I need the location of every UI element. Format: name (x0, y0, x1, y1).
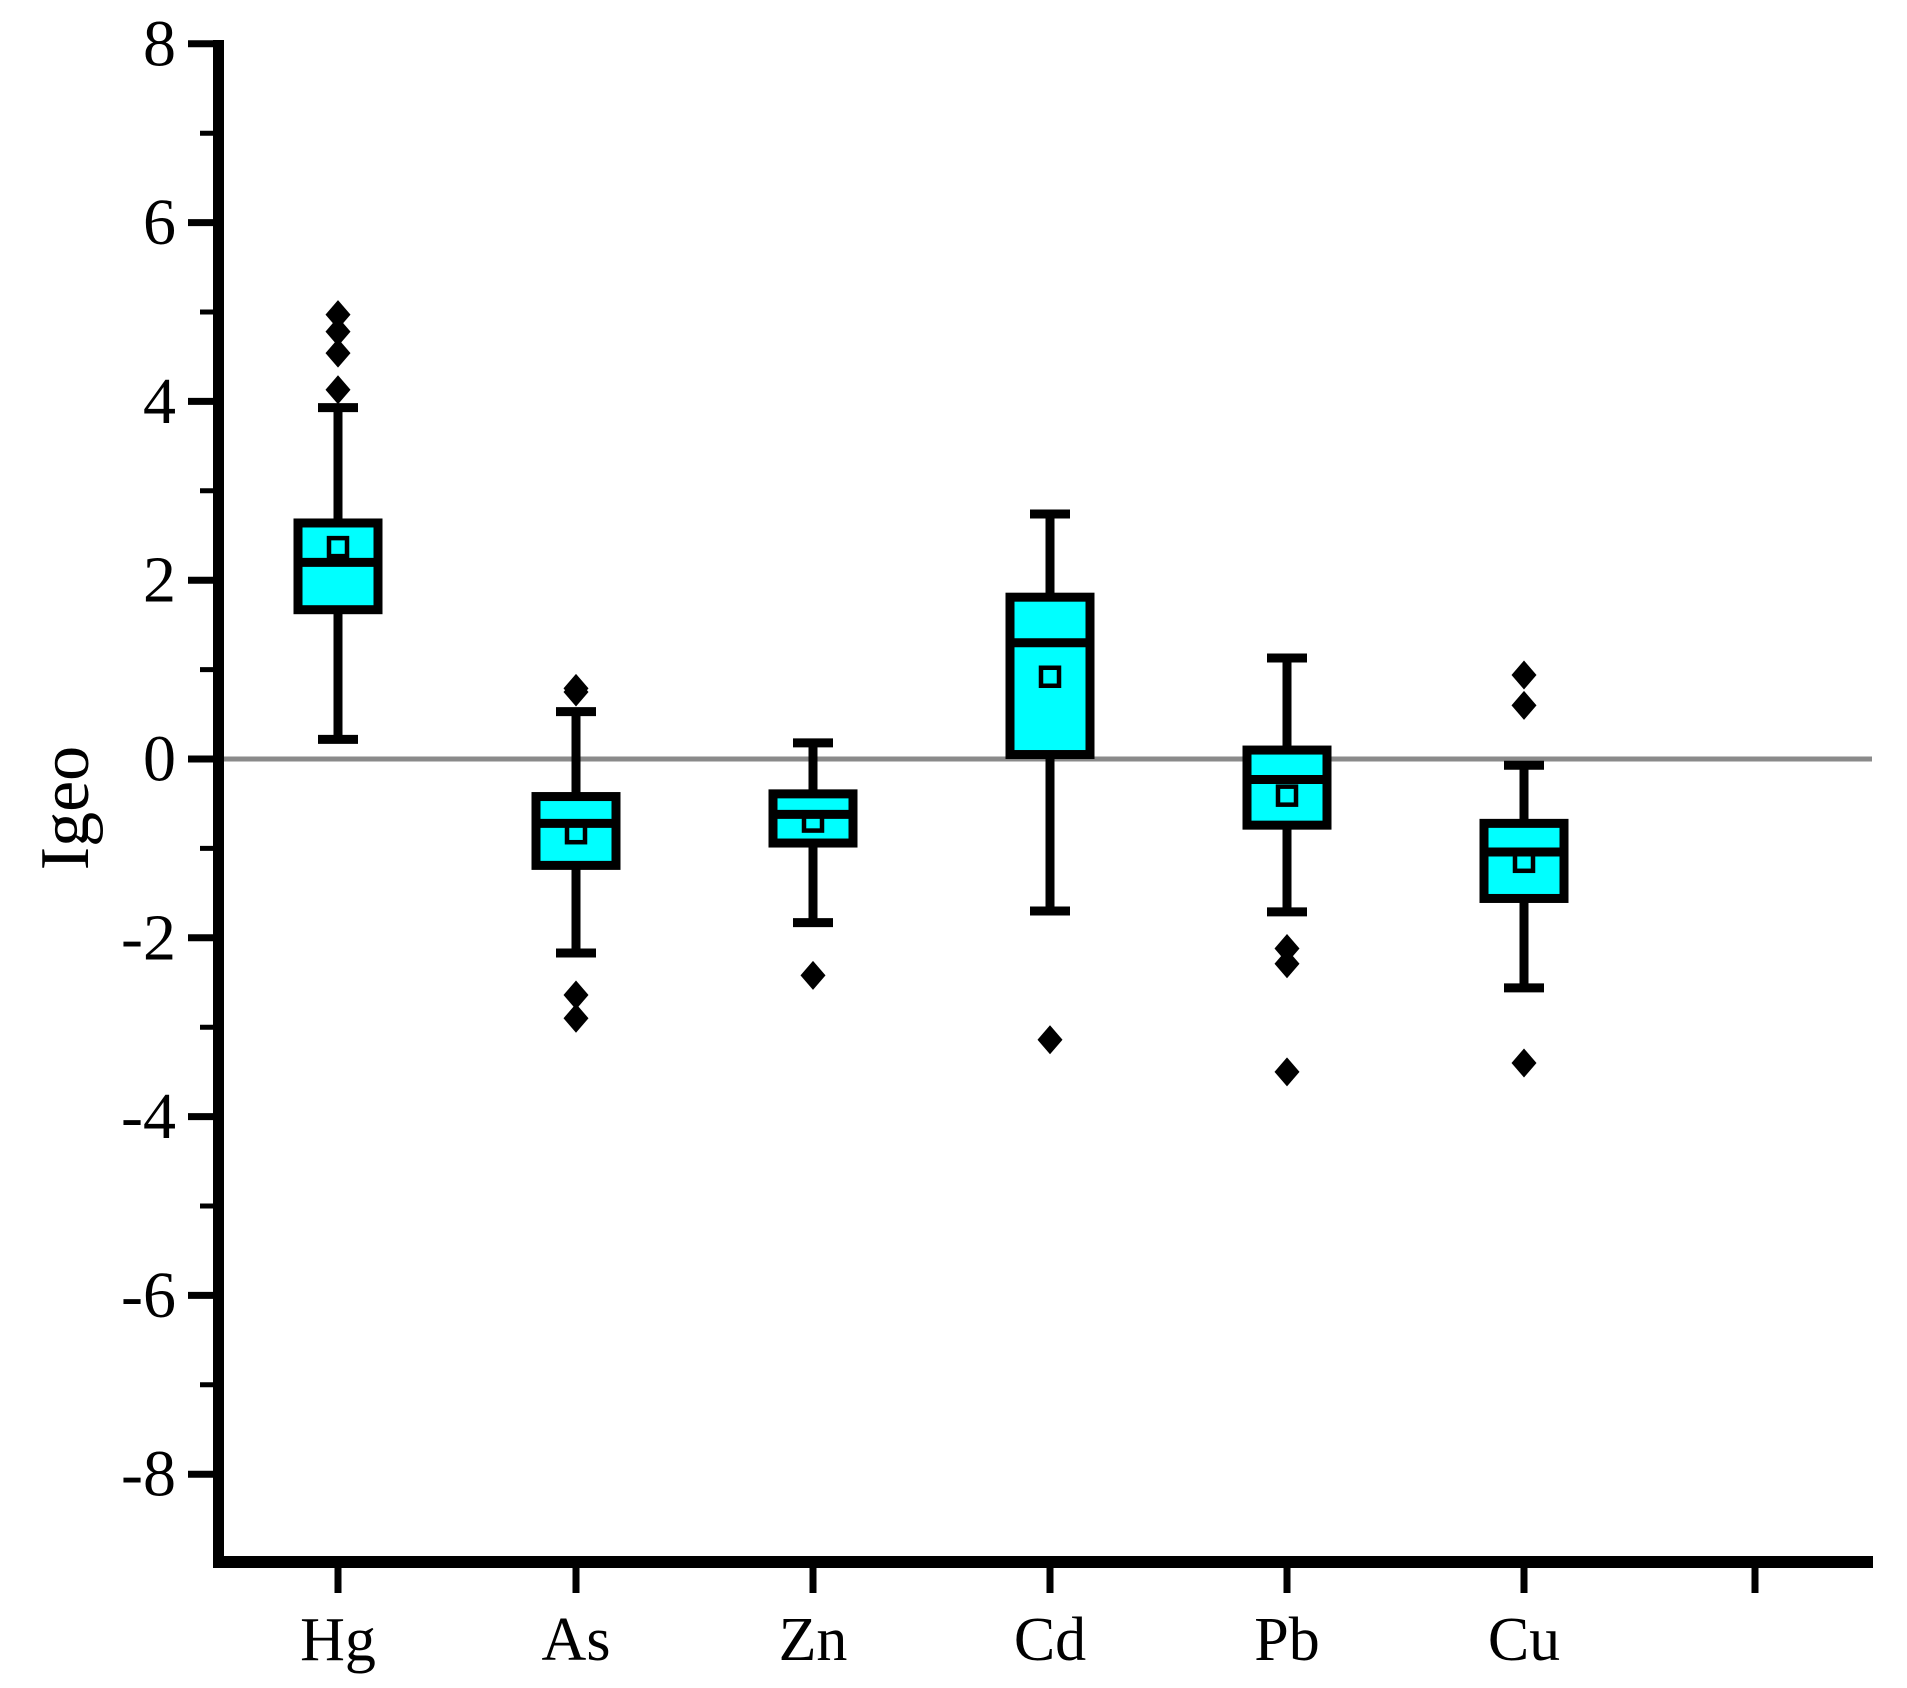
y-tick-label: 6 (143, 186, 176, 259)
iqr-box (1005, 592, 1095, 760)
outlier-diamond (1274, 949, 1300, 979)
x-category-label: Cu (1488, 1606, 1560, 1674)
outlier-diamond (1037, 1025, 1063, 1055)
outlier-diamond (1274, 1057, 1300, 1087)
outlier-diamond (1274, 934, 1300, 964)
y-tick-label: -6 (121, 1259, 176, 1332)
x-category-label: Pb (1254, 1606, 1319, 1674)
mean-marker (1512, 850, 1536, 874)
mean-marker (564, 821, 588, 845)
mean-marker (1038, 665, 1062, 689)
outlier-diamond (1511, 1048, 1537, 1078)
y-tick-label: 2 (143, 544, 176, 617)
boxplot-cd (1005, 509, 1095, 1055)
mean-marker (326, 535, 350, 559)
y-tick-label: -4 (121, 1080, 176, 1153)
y-tick-label: -8 (121, 1438, 176, 1511)
outlier-diamond (325, 317, 351, 347)
y-tick-label: 8 (143, 7, 176, 80)
outlier-diamond (325, 338, 351, 368)
outlier-diamond (800, 960, 826, 990)
mean-marker (801, 810, 825, 833)
x-category-label: As (542, 1606, 611, 1674)
boxplot-zn (768, 738, 858, 990)
outlier-diamond (563, 980, 589, 1010)
outlier-diamond (563, 1003, 589, 1033)
outlier-diamond (325, 300, 351, 330)
y-tick-label: 4 (143, 365, 176, 438)
outlier-diamond (563, 677, 589, 707)
outlier-diamond (1511, 690, 1537, 720)
boxplot-as (531, 673, 621, 1033)
x-category-label: Cd (1014, 1606, 1086, 1674)
x-category-label: Hg (300, 1606, 376, 1674)
outlier-diamond (325, 375, 351, 405)
iqr-box (531, 792, 621, 870)
x-category-label: Zn (779, 1606, 848, 1674)
y-tick-label: 0 (143, 723, 176, 796)
y-tick-label: -2 (121, 901, 176, 974)
y-axis-title: Igeo (27, 745, 104, 871)
outlier-diamond (1511, 660, 1537, 690)
iqr-box (1479, 818, 1569, 903)
boxplot-hg (293, 300, 383, 744)
boxplot-cu (1479, 660, 1569, 1078)
mean-marker (1275, 784, 1299, 807)
boxplot-pb (1242, 653, 1332, 1087)
